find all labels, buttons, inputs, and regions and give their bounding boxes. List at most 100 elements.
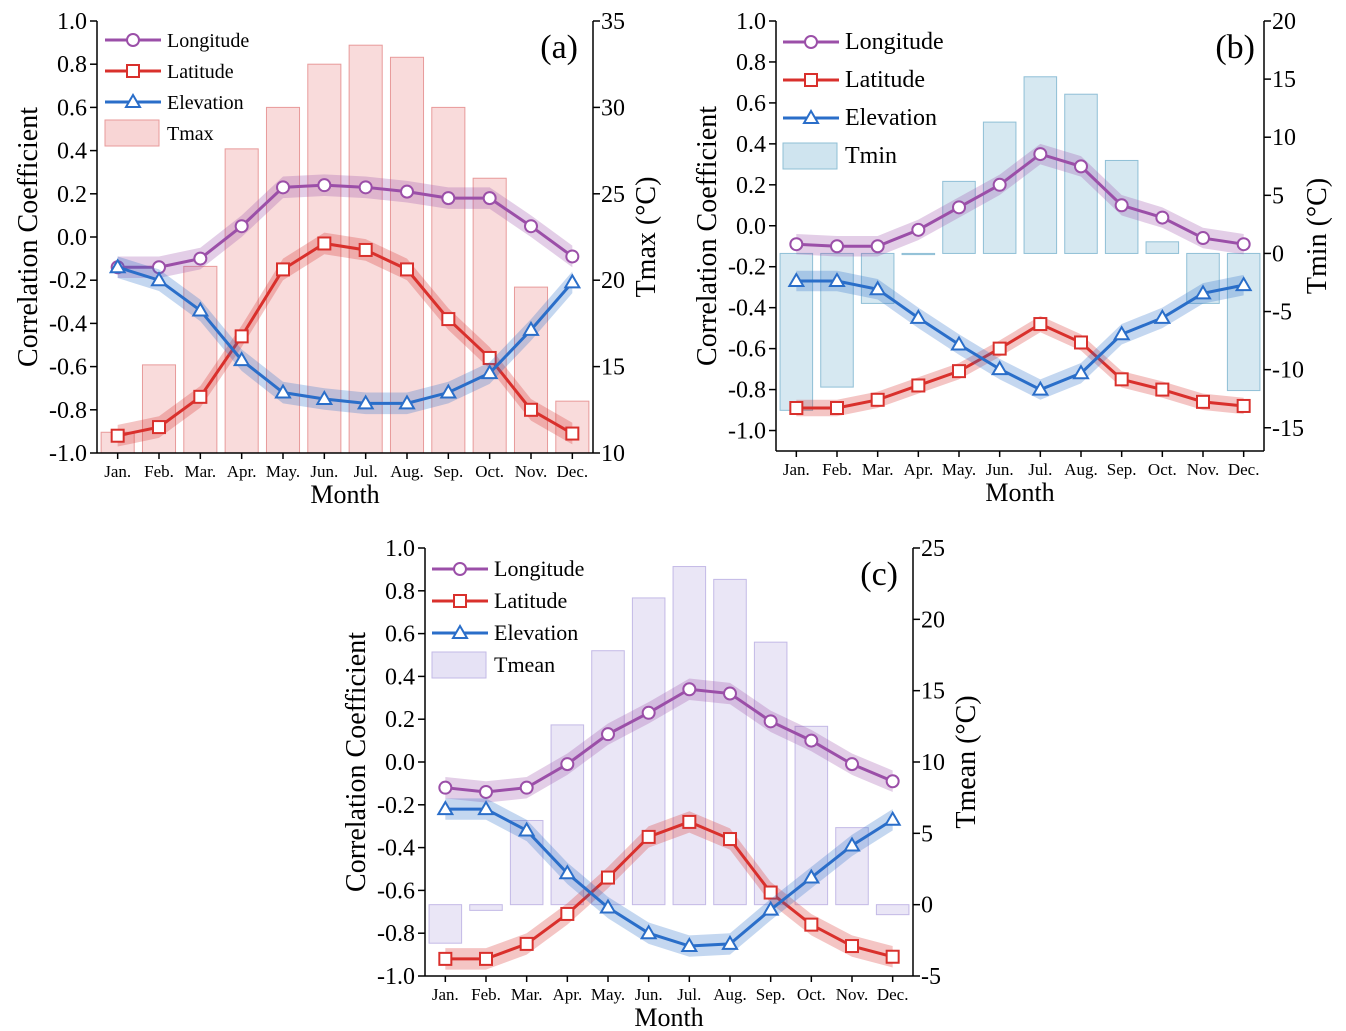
point-longitude-nov	[845, 757, 859, 772]
left-tick-label: 0.2	[736, 173, 766, 199]
line-elevation	[796, 279, 1244, 392]
point-longitude-dec	[885, 774, 900, 789]
point-elevation-oct	[802, 868, 821, 884]
bar-feb	[141, 364, 177, 454]
left-tick-label: 0.0	[385, 750, 415, 776]
legend-label-tmin: Tmin	[845, 143, 897, 169]
right-tick-label: 30	[601, 95, 625, 121]
confidence-band-latitude	[796, 315, 1244, 417]
point-latitude-apr	[911, 378, 926, 393]
x-tick-label: Aug.	[390, 462, 424, 481]
x-tick-label: Mar.	[862, 460, 894, 479]
point-longitude-nov	[524, 219, 538, 234]
left-tick-label: -0.2	[49, 268, 87, 294]
point-longitude-apr	[911, 222, 926, 237]
point-latitude-may	[276, 262, 290, 277]
point-elevation-feb	[477, 800, 495, 816]
x-tick-label: Jun.	[635, 985, 663, 1004]
point-latitude-nov	[524, 402, 538, 417]
left-tick-label: 0.6	[57, 95, 87, 121]
point-elevation-feb	[150, 271, 168, 287]
left-tick-label: 0.6	[385, 622, 415, 648]
point-longitude-jan	[789, 237, 804, 252]
point-latitude-nov	[845, 939, 859, 954]
point-elevation-jul	[1031, 380, 1050, 396]
point-longitude-sep	[1114, 198, 1129, 213]
y-axis-title: Correlation Coefficient	[341, 632, 372, 892]
legend-label-elevation: Elevation	[167, 92, 244, 114]
x-tick-label: Feb.	[144, 462, 174, 481]
point-elevation-feb	[828, 272, 846, 288]
legend-label-elevation: Elevation	[845, 105, 937, 131]
point-elevation-dec	[1234, 276, 1253, 292]
bar-feb	[469, 904, 503, 911]
left-tick-label: -0.2	[377, 793, 415, 819]
y2-axis-title: Tmax (°C)	[631, 177, 662, 298]
legend-marker-latitude	[804, 73, 818, 87]
legend-swatch-tmin	[782, 142, 838, 170]
legend-label-latitude: Latitude	[167, 61, 234, 83]
axes: 1.0 0.8 0.6 0.4 0.2 0.0 -0.2 -0.4 -0.6 -0.8 -1.0 25…	[341, 536, 982, 1031]
x-tick-label: Mar.	[511, 985, 543, 1004]
x-tick-label: Apr.	[227, 462, 257, 481]
confidence-band-elevation	[796, 270, 1244, 400]
point-latitude-sep	[763, 885, 778, 900]
legend-label-longitude: Longitude	[845, 29, 944, 55]
legend-marker-elevation	[802, 109, 820, 124]
right-tick-label: 15	[1272, 67, 1296, 93]
bar-may	[591, 650, 625, 906]
bar-dec	[875, 904, 910, 916]
point-latitude-jun	[992, 341, 1007, 356]
point-elevation-may	[274, 383, 292, 399]
bar-sep	[1104, 159, 1139, 254]
point-longitude-aug	[1074, 159, 1088, 174]
point-longitude-may	[601, 727, 615, 742]
bar-sep	[753, 641, 788, 906]
x-tick-label: Dec.	[877, 985, 909, 1004]
point-longitude-apr	[234, 219, 249, 234]
x-tick-label: Jul.	[1028, 460, 1052, 479]
confidence-band-longitude	[117, 174, 573, 279]
left-tick-label: 0.8	[385, 579, 415, 605]
y-axis-title: Correlation Coefficient	[13, 107, 44, 367]
right-tick-label: 15	[921, 679, 945, 705]
point-longitude-jul	[682, 682, 697, 697]
point-longitude-aug	[723, 686, 737, 701]
point-elevation-sep	[1112, 325, 1131, 341]
bar-oct	[472, 177, 507, 454]
bar-apr	[224, 148, 259, 454]
point-elevation-aug	[1072, 364, 1090, 380]
panel-label: (c)	[860, 556, 898, 593]
point-latitude-apr	[560, 906, 575, 921]
bar-aug	[713, 578, 747, 906]
point-latitude-jan	[438, 951, 453, 966]
point-elevation-dec	[563, 273, 582, 289]
left-tick-label: 0.8	[57, 52, 87, 78]
x-tick-label: Feb.	[471, 985, 501, 1004]
point-latitude-oct	[804, 917, 819, 932]
point-latitude-dec	[565, 426, 580, 441]
point-latitude-jun	[317, 236, 332, 251]
point-elevation-jan	[787, 272, 806, 288]
point-longitude-oct	[482, 191, 497, 206]
point-longitude-jan	[438, 780, 453, 795]
right-tick-label: 0	[1272, 241, 1284, 267]
point-elevation-jul	[680, 937, 699, 953]
point-elevation-apr	[558, 864, 577, 880]
panel-label: (a)	[540, 29, 578, 66]
legend-marker-elevation	[451, 624, 469, 639]
left-tick-label: -1.0	[728, 419, 766, 445]
left-tick-label: -0.6	[377, 878, 415, 904]
line-longitude	[117, 183, 574, 269]
point-elevation-jun	[639, 924, 658, 940]
right-tick-label: -5	[921, 964, 941, 990]
line-elevation	[445, 807, 894, 948]
y2-axis-title: Tmin (°C)	[1302, 178, 1333, 294]
bar-jul	[1023, 76, 1058, 254]
point-elevation-mar	[191, 301, 210, 317]
point-elevation-jul	[356, 394, 375, 410]
series-latitude	[438, 811, 900, 970]
x-tick-label: Jan.	[432, 985, 459, 1004]
point-longitude-jul	[358, 180, 373, 195]
right-tick-label: 10	[921, 750, 945, 776]
